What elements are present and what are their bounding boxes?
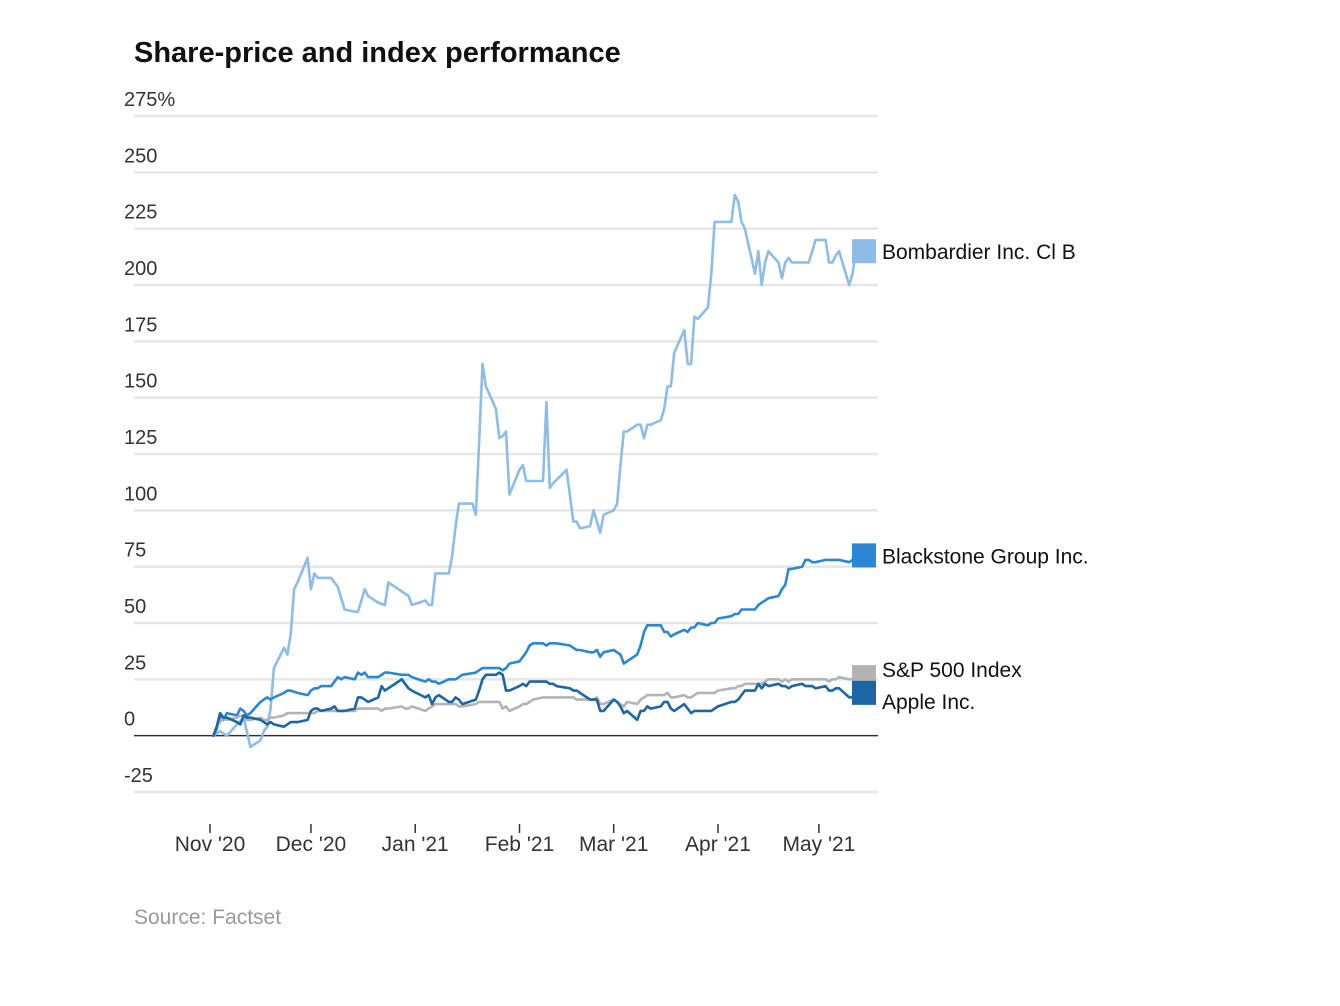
grid: [134, 114, 878, 794]
source-note: Source: Factset: [134, 906, 281, 929]
x-tick-label: Mar '21: [579, 833, 648, 856]
series-line: [212, 675, 858, 737]
series-line: [212, 671, 858, 737]
y-tick-label: 50: [124, 596, 146, 618]
x-tick-label: Apr '21: [685, 833, 751, 856]
y-tick-label: 275%: [124, 89, 175, 111]
y-tick-label: -25: [124, 765, 153, 787]
series-line: [212, 193, 858, 749]
legend-swatch: [852, 543, 876, 568]
legend-swatch: [852, 680, 876, 705]
legend-label: Apple Inc.: [882, 691, 975, 714]
y-tick-label: 75: [124, 540, 146, 562]
x-tick-label: Feb '21: [485, 833, 554, 856]
y-tick-label: 100: [124, 483, 157, 505]
x-tick-label: Jan '21: [382, 833, 449, 856]
legend-label: Bombardier Inc. Cl B: [882, 241, 1076, 264]
legend-swatch: [852, 239, 876, 264]
x-tick-label: Dec '20: [276, 833, 347, 856]
x-tick-label: Nov '20: [175, 833, 246, 856]
y-tick-label: 0: [124, 709, 135, 731]
y-tick-label: 250: [124, 145, 157, 167]
y-tick-label: 150: [124, 371, 157, 393]
series-lines: [212, 193, 858, 749]
y-tick-label: 225: [124, 202, 157, 224]
legend-label: S&P 500 Index: [882, 659, 1022, 682]
y-tick-label: 25: [124, 652, 146, 674]
series-line: [212, 554, 858, 737]
y-tick-label: 125: [124, 427, 157, 449]
y-tick-label: 200: [124, 258, 157, 280]
y-axis: -25 0 25 50 75 100 125 150 175 200 225 250 275%: [124, 89, 175, 787]
x-axis: Nov '20 Dec '20 Jan '21 Feb '21 Mar '21 Apr '…: [175, 824, 855, 856]
legend-label: Blackstone Group Inc.: [882, 545, 1089, 568]
y-tick-label: 175: [124, 314, 157, 336]
legend: Bombardier Inc. Cl B Blackstone Group Inc…: [852, 239, 1089, 714]
chart-title: Share-price and index performance: [134, 37, 621, 69]
x-tick-label: May '21: [782, 833, 855, 856]
